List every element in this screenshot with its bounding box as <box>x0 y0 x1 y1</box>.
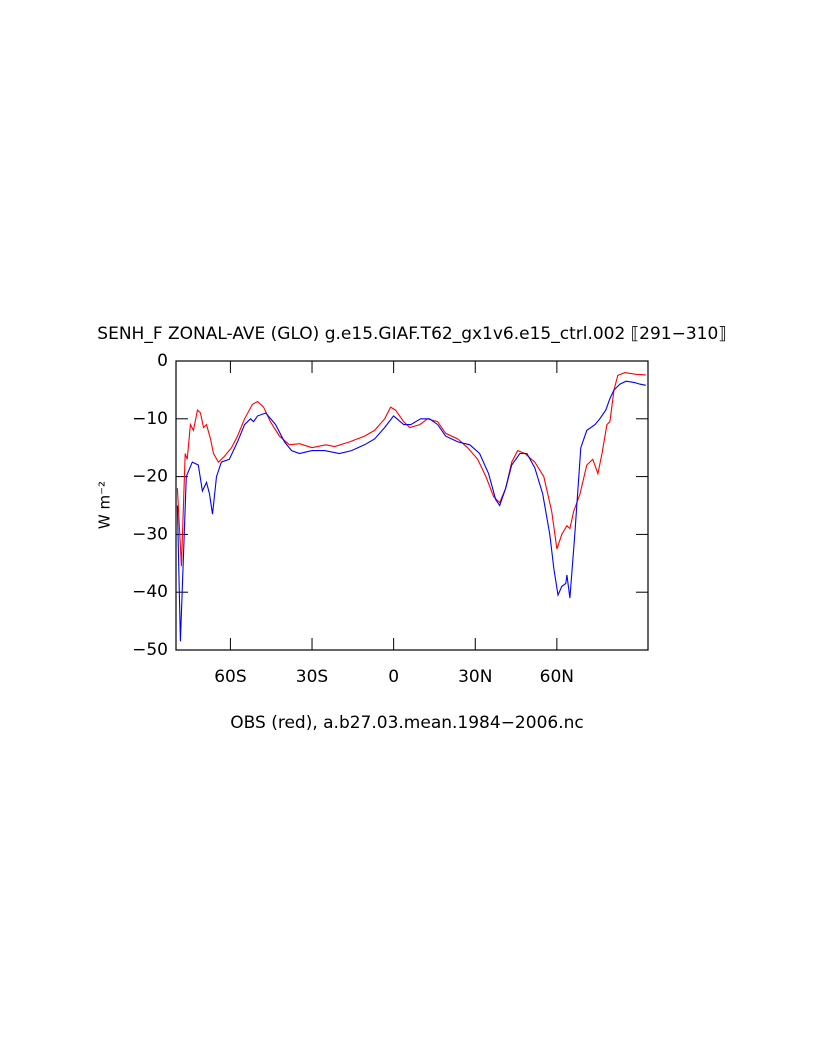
data-line <box>176 380 646 642</box>
plot-frame <box>175 360 649 651</box>
x-tick-label: 0 <box>388 667 399 687</box>
y-tick-label: −30 <box>132 524 168 544</box>
y-tick-label: −50 <box>132 640 168 660</box>
y-tick-label: −10 <box>132 409 168 429</box>
x-tick-label: 30N <box>458 667 492 687</box>
x-tick-label: 30S <box>296 667 328 687</box>
x-tick-label: 60N <box>540 667 574 687</box>
y-tick-label: −20 <box>132 467 168 487</box>
chart-subtitle: OBS (red), a.b27.03.mean.1984−2006.nc <box>230 713 583 733</box>
data-line <box>176 372 646 567</box>
y-tick-label: −40 <box>132 582 168 602</box>
y-tick-label: 0 <box>157 351 168 371</box>
x-tick-label: 60S <box>214 667 246 687</box>
chart-title: SENH_F ZONAL-AVE (GLO) g.e15.GIAF.T62_gx… <box>97 324 726 344</box>
y-axis-label: W m⁻² <box>96 481 114 529</box>
